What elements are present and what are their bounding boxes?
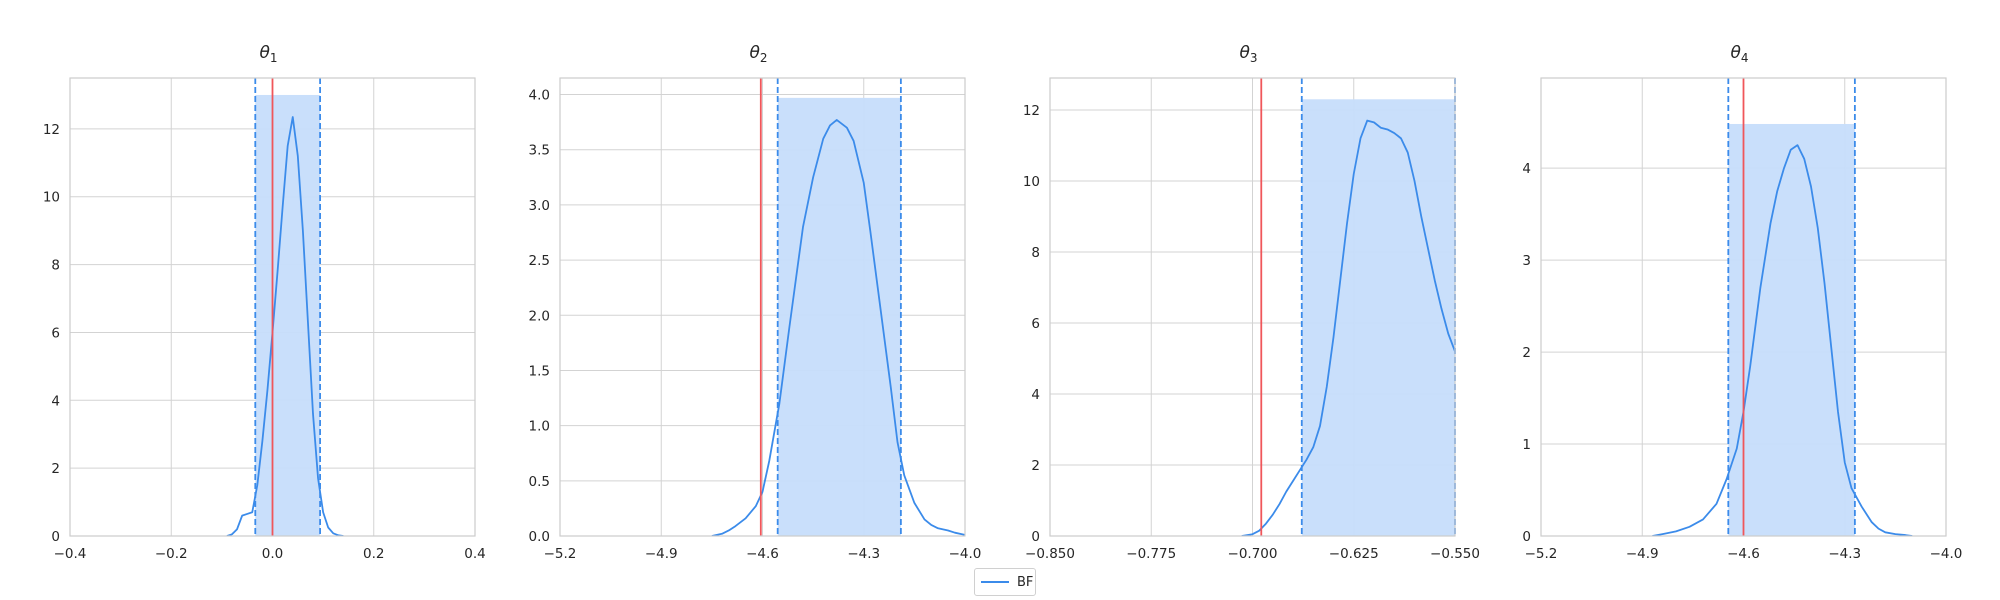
interval-band <box>1728 123 1855 536</box>
subplot-4: −5.2 −4.9 −4.6 −4.3 −4.0 0 1 2 3 4 θ4 <box>1522 43 1962 562</box>
legend-line-icon <box>981 581 1009 583</box>
y-tick-label: 1 <box>1522 437 1531 453</box>
axes-frame <box>1540 77 1947 537</box>
y-tick-label: 8 <box>1031 245 1040 261</box>
legend-label: BF <box>1017 574 1034 590</box>
y-tick-label: 12 <box>43 122 60 138</box>
y-tick-label: 2 <box>1522 345 1531 361</box>
x-tick-label: −0.625 <box>1329 546 1379 562</box>
y-tick-label: 4 <box>1031 387 1040 403</box>
x-tick-label: −0.850 <box>1025 546 1075 562</box>
x-tick-label: −4.9 <box>645 546 678 562</box>
x-tick-label: −4.6 <box>746 546 779 562</box>
x-tick-label: −4.3 <box>847 546 880 562</box>
y-tick-label: 1.0 <box>529 419 550 435</box>
y-tick-label: 4 <box>1522 161 1531 177</box>
x-tick-label: −0.4 <box>54 546 87 562</box>
y-tick-label: 2 <box>51 461 60 477</box>
x-tick-label: −0.2 <box>155 546 188 562</box>
y-tick-label: 10 <box>1023 174 1040 190</box>
subplot-2: −5.2 −4.9 −4.6 −4.3 −4.0 0.0 0.5 1.0 1.5 2.0 2.5 3.… <box>529 43 982 562</box>
legend: BF <box>974 568 1036 596</box>
y-tick-label: 2.5 <box>529 253 550 269</box>
axes-frame <box>559 77 966 537</box>
y-tick-label: 3.0 <box>529 198 550 214</box>
subplot-title: θ1 <box>259 43 277 65</box>
x-tick-label: −5.2 <box>1525 546 1558 562</box>
y-tick-label: 10 <box>43 190 60 206</box>
x-tick-label: −4.0 <box>949 546 982 562</box>
y-tick-label: 0 <box>1031 529 1040 545</box>
axes-frame <box>69 77 476 537</box>
y-tick-label: 12 <box>1023 103 1040 119</box>
subplot-3: −0.850 −0.775 −0.700 −0.625 −0.550 0 2 4 6 8 10 12 θ… <box>1023 43 1480 562</box>
y-tick-label: 0.5 <box>529 474 550 490</box>
x-tick-label: 0.4 <box>464 546 485 562</box>
interval-band <box>1301 99 1455 537</box>
kde-curve-bf <box>1652 144 1913 536</box>
y-tick-label: 6 <box>1031 316 1040 332</box>
x-tick-label: 0.2 <box>363 546 384 562</box>
y-tick-label: 8 <box>51 258 60 274</box>
x-tick-label: −0.550 <box>1430 546 1480 562</box>
x-tick-label: −4.0 <box>1930 546 1963 562</box>
x-tick-label: −0.775 <box>1126 546 1176 562</box>
subplot-1: −0.4 −0.2 0.0 0.2 0.4 0 2 4 6 8 10 12 θ1 <box>43 43 486 562</box>
y-tick-label: 4.0 <box>529 88 550 104</box>
subplot-title: θ3 <box>1239 43 1257 65</box>
interval-band <box>777 97 901 537</box>
kde-curve-bf <box>711 119 965 536</box>
y-tick-label: 1.5 <box>529 363 550 379</box>
y-tick-label: 0.0 <box>529 529 550 545</box>
y-tick-label: 2.0 <box>529 308 550 324</box>
subplot-title: θ2 <box>749 43 767 65</box>
kde-curve-bf <box>1241 119 1455 536</box>
kde-curve-bf <box>226 116 344 536</box>
y-tick-label: 3 <box>1522 253 1531 269</box>
x-tick-label: −0.700 <box>1228 546 1278 562</box>
y-tick-label: 3.5 <box>529 143 550 159</box>
y-tick-label: 6 <box>51 325 60 341</box>
x-tick-label: −4.6 <box>1727 546 1760 562</box>
y-tick-label: 2 <box>1031 458 1040 474</box>
axes-frame <box>1049 77 1456 537</box>
x-tick-label: −5.2 <box>544 546 577 562</box>
x-tick-label: 0.0 <box>262 546 283 562</box>
interval-band <box>255 94 321 537</box>
y-tick-label: 0 <box>51 529 60 545</box>
y-tick-label: 4 <box>51 393 60 409</box>
x-tick-label: −4.9 <box>1626 546 1659 562</box>
x-tick-label: −4.3 <box>1828 546 1861 562</box>
subplot-title: θ4 <box>1730 43 1748 65</box>
y-tick-label: 0 <box>1522 529 1531 545</box>
